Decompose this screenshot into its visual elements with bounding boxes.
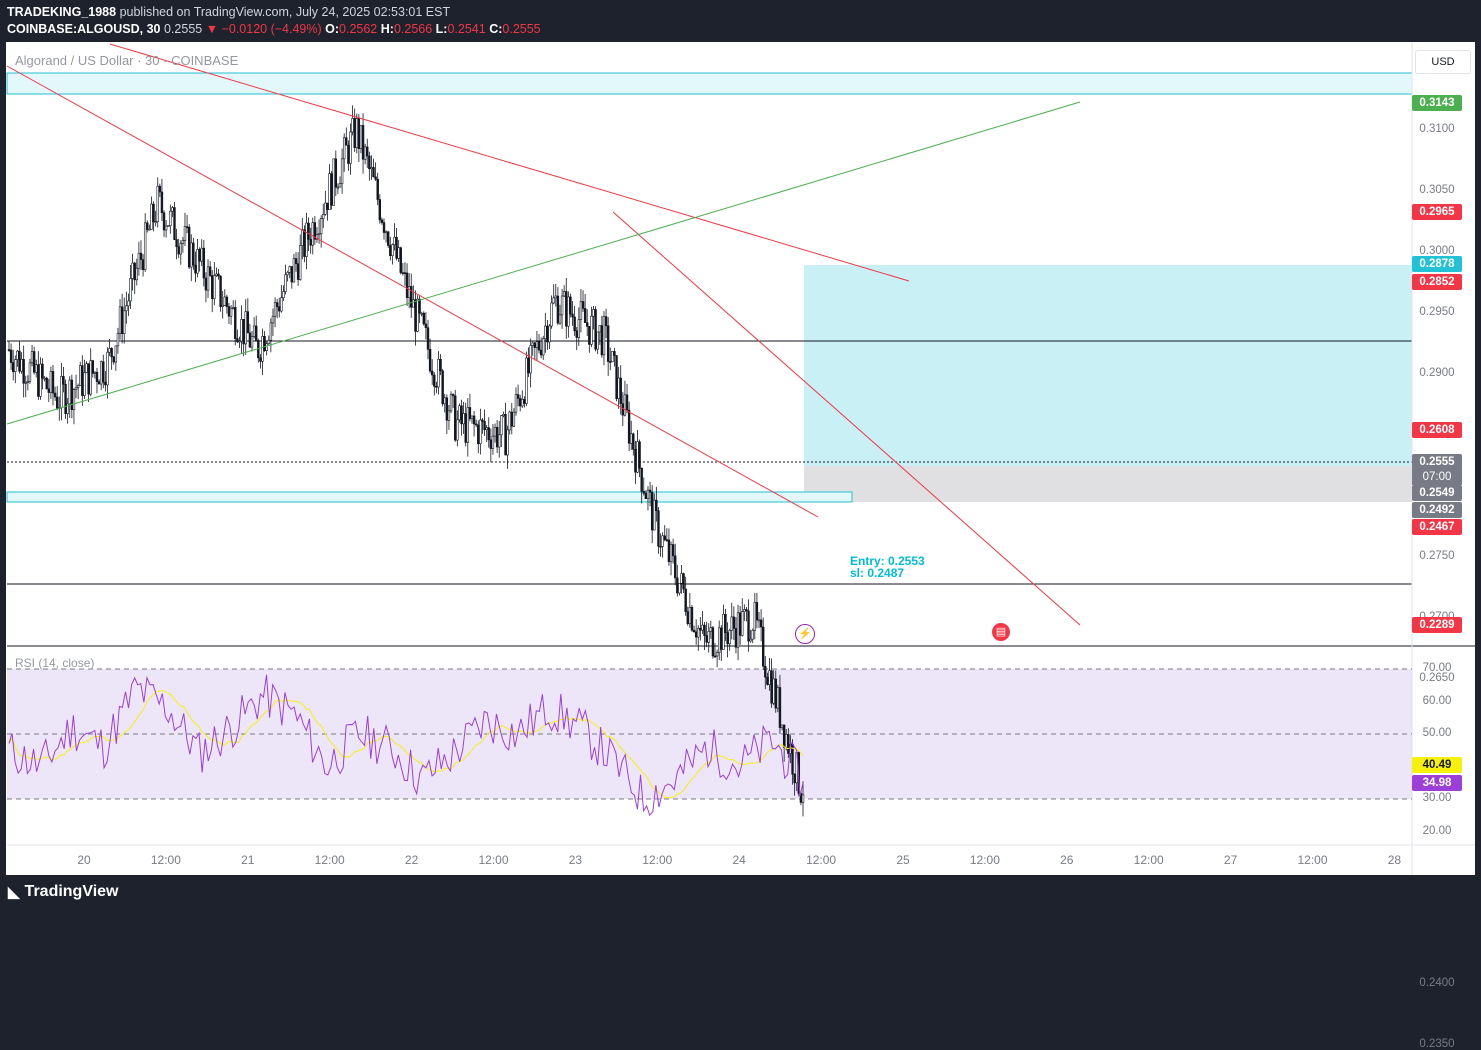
last-price: 0.2555 bbox=[163, 22, 203, 36]
tradingview-logo-icon: ◣ bbox=[8, 884, 20, 901]
rsi-tick: 20.00 bbox=[1422, 824, 1452, 837]
time-tick: 12:00 bbox=[642, 853, 673, 867]
close-label: C: bbox=[489, 22, 503, 36]
price-tick: 0.2950 bbox=[1419, 306, 1455, 318]
price-label: 0.2555 bbox=[1412, 454, 1462, 470]
price-tick: 0.3100 bbox=[1419, 123, 1455, 135]
price-tick: 0.3050 bbox=[1419, 184, 1455, 196]
rsi-value-label: 40.49 bbox=[1412, 757, 1462, 773]
price-label: 0.2549 bbox=[1412, 485, 1462, 501]
rsi-tick: 50.00 bbox=[1422, 727, 1452, 739]
time-tick: 28 bbox=[1387, 853, 1402, 867]
brand-name: TradingView bbox=[24, 883, 119, 900]
price-change: −0.0120 (−4.49%) bbox=[221, 22, 322, 36]
entry-annotation: Entry: 0.2553 bbox=[850, 554, 925, 568]
low-value: 0.2541 bbox=[447, 22, 486, 36]
time-tick: 12:00 bbox=[806, 853, 837, 867]
open-value: 0.2562 bbox=[339, 22, 378, 36]
time-tick: 21 bbox=[241, 853, 255, 867]
open-label: O: bbox=[325, 22, 340, 36]
rsi-tick: 30.00 bbox=[1422, 792, 1452, 804]
time-tick: 12:00 bbox=[478, 853, 509, 867]
high-label: H: bbox=[380, 22, 394, 36]
time-tick: 24 bbox=[732, 853, 746, 867]
symbol-line: COINBASE:ALGOUSD, 30 0.2555 ▼ −0.0120 (−… bbox=[7, 22, 541, 36]
us-flag-event-icon[interactable]: ▤ bbox=[992, 623, 1010, 641]
time-tick: 12:00 bbox=[969, 853, 1000, 867]
price-label: 0.2608 bbox=[1412, 422, 1462, 438]
price-tick: 0.2400 bbox=[1419, 977, 1455, 989]
price-label: 0.2467 bbox=[1412, 519, 1462, 535]
price-tick: 0.2900 bbox=[1419, 367, 1455, 379]
price-tick: 0.2750 bbox=[1419, 550, 1455, 562]
price-tick: 0.2650 bbox=[1419, 672, 1455, 684]
time-tick: 27 bbox=[1223, 853, 1238, 867]
chart-frame[interactable] bbox=[6, 42, 1475, 875]
low-label: L: bbox=[435, 22, 448, 36]
rsi-tick: 70.00 bbox=[1422, 662, 1452, 674]
price-tick: 0.3000 bbox=[1419, 245, 1455, 257]
currency-button[interactable]: USD bbox=[1415, 50, 1471, 74]
price-label: 0.2289 bbox=[1412, 617, 1462, 633]
rsi-title: RSI (14, close) bbox=[15, 656, 95, 670]
publish-header: TRADEKING_1988 published on TradingView.… bbox=[0, 0, 1481, 42]
symbol-name: COINBASE:ALGOUSD, 30 bbox=[7, 22, 161, 36]
price-label: 0.2852 bbox=[1412, 274, 1462, 290]
price-tick: 0.2350 bbox=[1419, 1038, 1455, 1050]
time-tick: 23 bbox=[568, 853, 583, 867]
price-label: 0.2492 bbox=[1412, 502, 1462, 518]
time-tick: 22 bbox=[404, 853, 419, 867]
high-value: 0.2566 bbox=[393, 22, 433, 36]
rsi-tick: 60.00 bbox=[1422, 694, 1452, 707]
author-name[interactable]: TRADEKING_1988 bbox=[7, 5, 117, 19]
price-label: 07:00 bbox=[1412, 469, 1462, 485]
time-tick: 12:00 bbox=[150, 853, 181, 867]
time-tick: 12:00 bbox=[314, 853, 345, 867]
price-label: 0.2965 bbox=[1412, 204, 1462, 220]
time-tick: 12:00 bbox=[1133, 853, 1164, 867]
time-tick: 25 bbox=[896, 853, 910, 867]
time-tick: 12:00 bbox=[1297, 853, 1328, 867]
down-arrow-icon: ▼ bbox=[205, 22, 219, 36]
lightning-event-icon[interactable]: ⚡ bbox=[795, 624, 815, 644]
tradingview-logo[interactable]: ◣ TradingView bbox=[8, 883, 119, 901]
price-label: 0.2878 bbox=[1412, 256, 1462, 272]
publish-info: published on TradingView.com, July 24, 2… bbox=[119, 5, 451, 19]
time-tick: 26 bbox=[1060, 853, 1074, 867]
stop-loss-annotation: sl: 0.2487 bbox=[850, 566, 905, 580]
chart-title: Algorand / US Dollar · 30 · COINBASE bbox=[15, 53, 239, 68]
publish-line: TRADEKING_1988 published on TradingView.… bbox=[7, 5, 450, 19]
close-value: 0.2555 bbox=[502, 22, 541, 36]
rsi-value-label: 34.98 bbox=[1412, 775, 1462, 791]
footer-bar bbox=[0, 875, 1481, 911]
time-tick: 20 bbox=[77, 853, 91, 867]
price-label: 0.3143 bbox=[1412, 95, 1462, 111]
